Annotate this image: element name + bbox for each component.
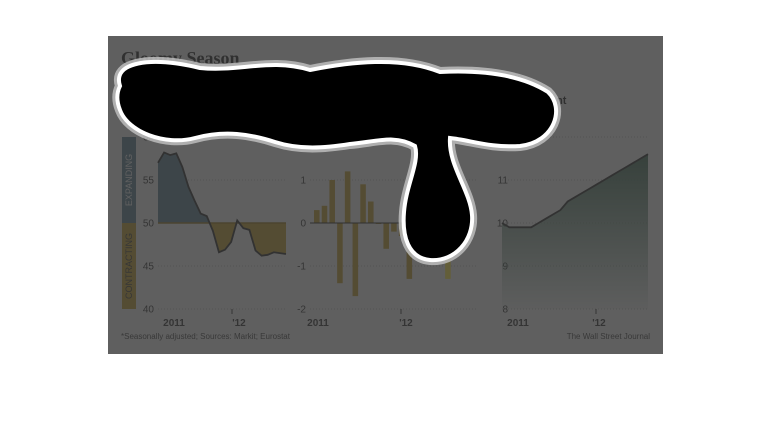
retail-bar xyxy=(344,171,351,223)
retail-bar xyxy=(422,223,428,228)
chart-footnote: *Seasonally adjusted; Sources: Markit; E… xyxy=(121,332,290,341)
retail-bar xyxy=(360,184,366,223)
pmi-y-tick-label: 60 xyxy=(143,133,155,144)
retail-y-tick-label: 2% xyxy=(292,133,307,144)
retail-bar xyxy=(437,214,443,223)
retail-bar xyxy=(314,210,320,223)
unemployment-chart: 12%1110982011'12 xyxy=(488,133,649,329)
retail-y-tick-label: 1 xyxy=(300,176,306,187)
retail-bar xyxy=(468,223,474,232)
pmi-x-tick-label: 2011 xyxy=(163,318,185,329)
retail-bar xyxy=(445,223,451,279)
retail-bar xyxy=(329,180,335,223)
chart-figure: Gloomy Season Several recent economic in… xyxy=(108,36,663,354)
retail-bar xyxy=(321,205,328,223)
pmi-y-tick-label: 50 xyxy=(143,219,155,230)
pmi-y-tick-label: 40 xyxy=(143,305,155,316)
unemployment-area xyxy=(502,154,648,309)
retail-bar xyxy=(352,223,359,297)
retail-bar xyxy=(337,223,343,284)
pmi-contracting-label: CONTRACTING xyxy=(124,233,134,299)
retail-bar xyxy=(460,218,467,223)
retail-x-tick-label: 2011 xyxy=(307,318,329,329)
retail-bar xyxy=(429,218,436,223)
retail-bar xyxy=(368,201,374,223)
retail-y-tick-label: -1 xyxy=(297,262,306,273)
pmi-chart: 60 55 50 45 40 2011 '12 EXPANDING CONTRACTING xyxy=(122,133,287,329)
pmi-y-tick-label: 55 xyxy=(143,176,155,187)
retail-y-tick-label: 0 xyxy=(300,219,306,230)
unemployment-x-tick-label: '12 xyxy=(592,318,606,329)
pmi-x-tick-label: '12 xyxy=(232,318,246,329)
pmi-y-tick-label: 45 xyxy=(143,262,155,273)
unemployment-y-tick-label: 11 xyxy=(498,176,509,187)
retail-x-tick-label: '12 xyxy=(399,318,413,329)
retail-bar xyxy=(406,223,413,279)
retail-bar xyxy=(414,171,420,223)
retail-bar xyxy=(452,184,459,223)
unemployment-x-tick-label: 2011 xyxy=(507,318,529,329)
unemployment-y-tick-label: 12% xyxy=(488,133,508,144)
retail-bar xyxy=(383,223,389,249)
chart-source: The Wall Street Journal xyxy=(566,332,650,341)
retail-y-tick-label: -2 xyxy=(297,305,306,316)
retail-bar xyxy=(398,223,405,236)
pmi-expanding-label: EXPANDING xyxy=(124,154,134,206)
retail-bar xyxy=(391,223,397,232)
